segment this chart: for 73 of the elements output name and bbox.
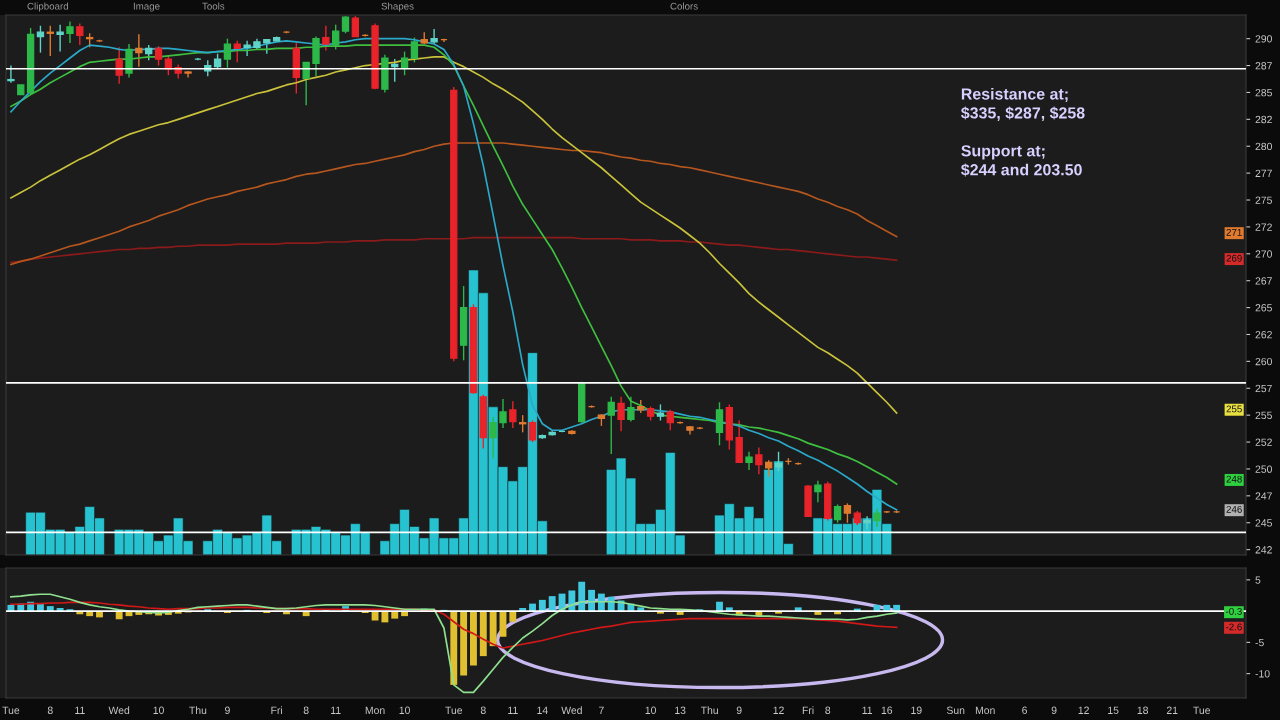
- y-tick-label: 267: [1255, 277, 1272, 285]
- y-tick-label: 5: [1255, 576, 1261, 584]
- x-tick-label: 13: [675, 706, 686, 714]
- text: Colors: [670, 2, 698, 10]
- x-tick-label: Mon: [365, 706, 385, 714]
- x-tick-label: Sun: [946, 706, 965, 714]
- text: Clipboard: [27, 2, 68, 12]
- x-tick-label: Mon: [975, 706, 995, 714]
- x-tick-label: 8: [480, 706, 486, 714]
- x-tick-label: Wed: [108, 706, 130, 714]
- x-tick-label: Tue: [1193, 706, 1211, 714]
- x-tick-label: Fri: [802, 706, 814, 714]
- x-tick-label: 9: [736, 706, 742, 714]
- annotation: -0.3: [1225, 607, 1242, 615]
- y-tick-label: 275: [1255, 196, 1272, 204]
- x-tick-label: 9: [1051, 706, 1057, 714]
- x-tick-label: 8: [825, 706, 831, 714]
- y-tick-label: 257: [1255, 384, 1272, 393]
- x-tick-label: 11: [508, 706, 518, 714]
- annotation: 255: [1226, 405, 1242, 413]
- y-tick-label: 262: [1255, 330, 1272, 339]
- annotation: 271: [1226, 228, 1242, 236]
- y-tick-label: 282: [1255, 115, 1272, 124]
- x-tick-label: 11: [331, 706, 341, 714]
- x-tick-label: 12: [1078, 706, 1089, 714]
- x-tick-label: 16: [881, 706, 893, 714]
- x-tick-label: 21: [1166, 706, 1178, 714]
- x-tick-label: Tue: [2, 706, 20, 714]
- x-tick-label: 6: [1022, 706, 1028, 714]
- x-tick-label: Tue: [445, 706, 463, 714]
- y-tick-label: 287: [1255, 62, 1272, 70]
- y-tick-label: 247: [1255, 492, 1272, 500]
- y-tick-label: 252: [1255, 438, 1272, 446]
- y-tick-label: 255: [1255, 411, 1272, 420]
- text: Tools: [202, 2, 225, 10]
- annotation: -2.6: [1225, 623, 1242, 631]
- x-tick-label: 10: [399, 706, 410, 714]
- x-tick-label: Wed: [561, 706, 582, 714]
- y-tick-label: 290: [1255, 35, 1272, 43]
- y-tick-label: 277: [1255, 169, 1272, 177]
- x-tick-label: 15: [1108, 706, 1119, 714]
- text: Shapes: [381, 2, 414, 12]
- annotation: 248: [1226, 475, 1242, 483]
- x-tick-label: 10: [153, 706, 164, 714]
- x-tick-label: 10: [645, 706, 656, 714]
- y-tick-label: 285: [1255, 88, 1272, 97]
- y-tick-label: 280: [1255, 142, 1272, 151]
- x-tick-label: Fri: [271, 706, 283, 714]
- x-tick-label: 11: [862, 706, 873, 714]
- x-tick-label: Thu: [189, 706, 207, 714]
- y-tick-label: 245: [1255, 519, 1272, 527]
- y-tick-label: 260: [1255, 357, 1272, 366]
- y-tick-label: 270: [1255, 250, 1272, 258]
- x-tick-label: 11: [75, 706, 85, 714]
- x-tick-label: 19: [911, 706, 922, 714]
- y-tick-label: 250: [1255, 465, 1272, 473]
- x-tick-label: 14: [537, 706, 548, 714]
- y-tick-label: -5: [1255, 638, 1264, 647]
- text: Image: [133, 2, 160, 12]
- annotation: 269: [1226, 254, 1242, 262]
- x-tick-label: 8: [47, 706, 53, 714]
- y-tick-label: 272: [1255, 223, 1272, 231]
- x-tick-label: 12: [773, 706, 784, 714]
- y-tick-label: -10: [1255, 670, 1270, 678]
- x-tick-label: 9: [225, 706, 230, 714]
- x-tick-label: 7: [599, 706, 604, 714]
- y-tick-label: 265: [1255, 304, 1272, 312]
- annotation: 246: [1226, 505, 1242, 513]
- text: Resistance at; $335, $287, $258 Support at; $244 and 203.50: [961, 87, 1085, 177]
- y-tick-label: 242: [1255, 546, 1272, 554]
- x-tick-label: Thu: [700, 706, 718, 714]
- x-tick-label: 8: [303, 706, 309, 714]
- x-tick-label: 18: [1137, 706, 1149, 714]
